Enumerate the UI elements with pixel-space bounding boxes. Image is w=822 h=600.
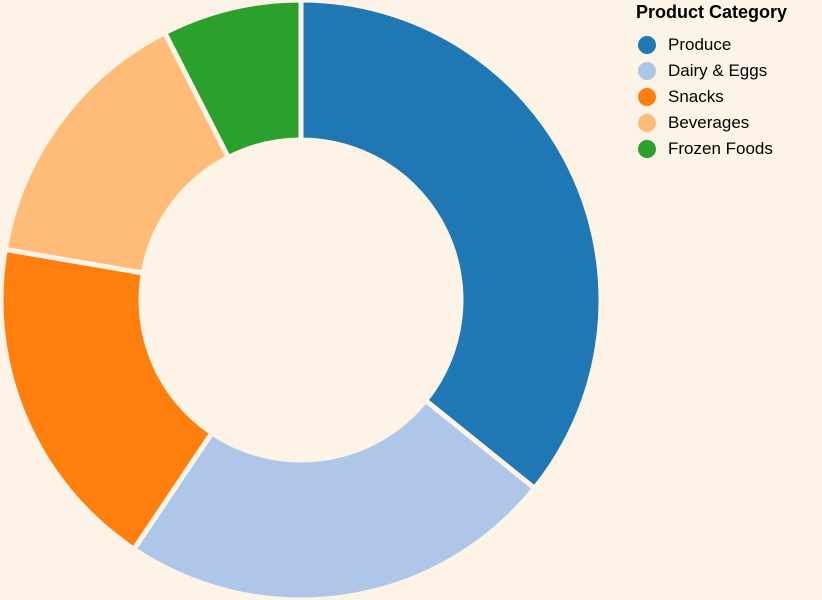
legend-item-dairy-and-eggs[interactable]: Dairy & Eggs	[636, 58, 822, 84]
legend-label: Dairy & Eggs	[668, 61, 768, 80]
legend-label: Beverages	[668, 113, 750, 132]
legend-item-produce[interactable]: Produce	[636, 32, 822, 58]
legend: Product Category Produce Dairy & Eggs Snac…	[636, 2, 822, 162]
legend-title: Product Category	[636, 2, 788, 22]
slice-dairy-and-eggs[interactable]	[131, 397, 538, 600]
legend-swatch-icon	[638, 114, 656, 132]
legend-item-frozen-foods[interactable]: Frozen Foods	[636, 136, 822, 162]
slice-produce[interactable]	[298, 0, 604, 491]
legend-item-snacks[interactable]: Snacks	[636, 84, 822, 110]
legend-swatch-icon	[638, 140, 656, 158]
legend-label: Frozen Foods	[668, 139, 773, 158]
legend-swatch-icon	[638, 62, 656, 80]
legend-label: Snacks	[668, 87, 724, 106]
legend-swatch-icon	[638, 88, 656, 106]
slice-snacks[interactable]	[0, 246, 215, 552]
legend-items: Produce Dairy & Eggs Snacks Beverages Frozen…	[636, 32, 822, 162]
legend-label: Produce	[668, 35, 732, 54]
legend-item-beverages[interactable]: Beverages	[636, 110, 822, 136]
slice-beverages[interactable]	[2, 30, 231, 276]
slice-frozen-foods[interactable]	[162, 0, 304, 160]
legend-swatch-icon	[638, 36, 656, 54]
